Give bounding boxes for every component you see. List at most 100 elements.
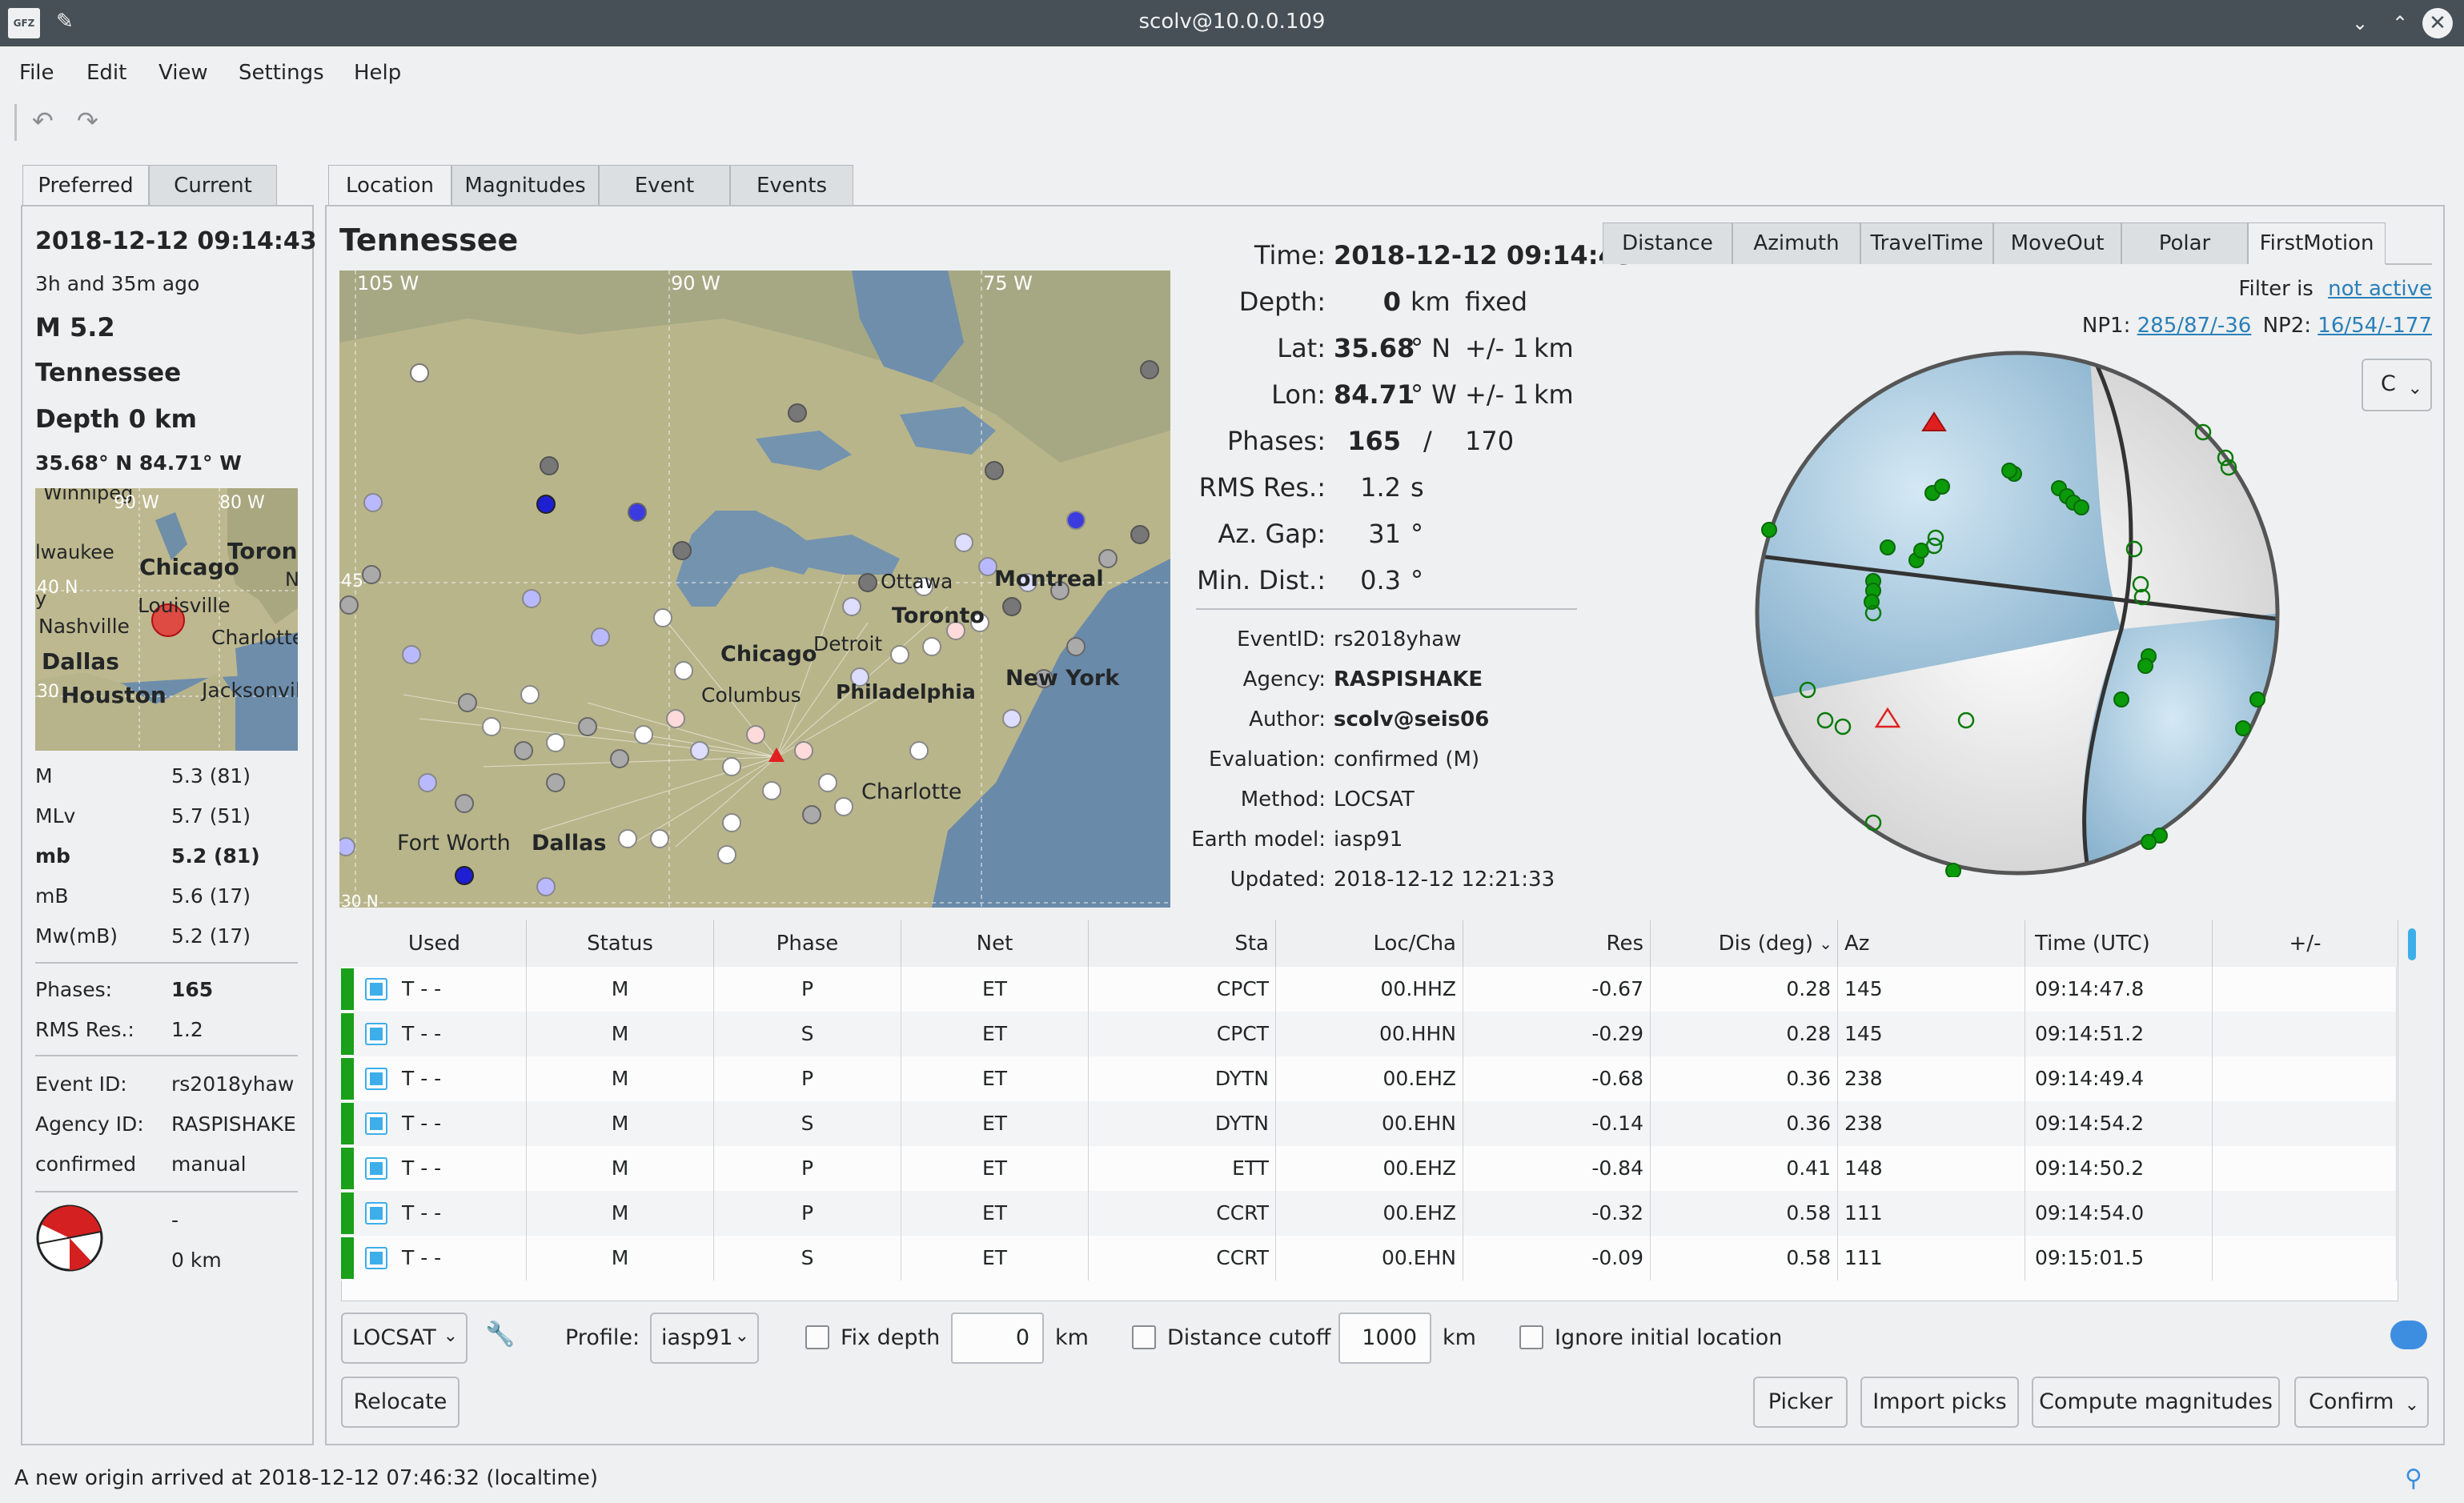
tab-firstmotion[interactable]: FirstMotion — [2248, 222, 2386, 264]
earthmodel-label: Earth model: — [1191, 828, 1326, 852]
used-indicator — [341, 1013, 354, 1055]
depth-input[interactable]: 0 — [951, 1313, 1044, 1364]
table-row[interactable]: T - - M P ET DYTN 00.EHZ -0.68 0.36 238 09:14:49.… — [341, 1056, 2397, 1101]
col-header-res[interactable]: Res — [1463, 920, 1651, 967]
table-row[interactable]: T - - M S ET CCRT 00.EHN -0.09 0.58 111 09:15:01.… — [341, 1236, 2397, 1281]
tab-event[interactable]: Event — [599, 165, 730, 206]
separator — [35, 962, 298, 964]
filter-link[interactable]: not active — [2328, 277, 2432, 301]
menu-bar: File Edit View Settings Help — [0, 50, 2464, 98]
col-header-status[interactable]: Status — [527, 920, 714, 967]
used-checkbox[interactable] — [365, 1202, 387, 1224]
title-bar: GFZ ✎ scolv@10.0.0.109 ⌄ ⌃ ✕ — [0, 0, 2464, 46]
used-checkbox[interactable] — [365, 978, 387, 1000]
tab-location[interactable]: Location — [328, 165, 451, 206]
summary-region: Tennessee — [35, 359, 182, 387]
table-cell: P — [714, 1056, 901, 1101]
fix-depth-checkbox[interactable] — [805, 1325, 829, 1349]
menu-settings[interactable]: Settings — [239, 61, 324, 85]
tab-polar[interactable]: Polar — [2121, 222, 2248, 264]
wrench-icon[interactable]: 🔧 — [485, 1321, 516, 1349]
lon-unit: ° W — [1411, 379, 1457, 410]
picker-button[interactable]: Picker — [1753, 1377, 1848, 1428]
map-city-label: Toronto — [892, 603, 985, 628]
table-cell: S — [714, 1012, 901, 1056]
tab-events[interactable]: Events — [730, 165, 853, 206]
used-checkbox[interactable] — [365, 1068, 387, 1090]
used-checkbox[interactable] — [365, 1023, 387, 1045]
plot-mode-combo[interactable]: C ⌄ — [2362, 359, 2432, 411]
tab-distance[interactable]: Distance — [1603, 222, 1732, 264]
redo-icon[interactable]: ↷ — [77, 106, 98, 136]
summary-coords: 35.68° N 84.71° W — [35, 451, 242, 475]
table-row[interactable]: T - - M S ET CPCT 00.HHN -0.29 0.28 145 09:14:51.… — [341, 1012, 2397, 1056]
used-checkbox[interactable] — [365, 1112, 387, 1135]
col-header-az[interactable]: Az — [1838, 920, 2025, 967]
col-header-used[interactable]: Used — [341, 920, 527, 967]
mini-map-label: 30 — [37, 682, 59, 702]
summary-agency-value: RASPISHAKE — [171, 1112, 296, 1136]
pin-icon[interactable]: ✎ — [56, 10, 74, 34]
minimize-icon[interactable]: ⌄ — [2351, 12, 2369, 34]
menu-edit[interactable]: Edit — [86, 61, 127, 85]
ignore-initial-checkbox[interactable] — [1519, 1325, 1543, 1349]
col-header-phase[interactable]: Phase — [714, 920, 901, 967]
location-map[interactable]: 105 W 90 W 75 W 45 30 N Ottawa Montreal … — [339, 271, 1170, 908]
maximize-icon[interactable]: ⌃ — [2391, 12, 2409, 34]
col-header-time[interactable]: Time (UTC) — [2025, 920, 2213, 967]
tab-moveout[interactable]: MoveOut — [1993, 222, 2121, 264]
eventid-value: rs2018yhaw — [1334, 627, 1462, 651]
np1-link[interactable]: 285/87/-36 — [2137, 314, 2252, 338]
undo-icon[interactable]: ↶ — [32, 106, 54, 136]
map-city-label: Fort Worth — [397, 831, 511, 856]
used-indicator — [341, 1192, 354, 1234]
profile-combo[interactable]: iasp91 ⌄ — [650, 1313, 759, 1364]
lat-label: Lat: — [1277, 333, 1326, 363]
table-cell: -0.84 — [1463, 1146, 1651, 1191]
col-header-sta[interactable]: Sta — [1089, 920, 1276, 967]
col-header-dis[interactable]: Dis (deg) ⌄ — [1651, 920, 1838, 967]
table-row[interactable]: T - - M P ET CPCT 00.HHZ -0.67 0.28 145 09:14:47.… — [341, 967, 2397, 1012]
col-header-net[interactable]: Net — [901, 920, 1089, 967]
compute-magnitudes-button[interactable]: Compute magnitudes — [2032, 1377, 2280, 1428]
close-icon[interactable]: ✕ — [2422, 8, 2453, 38]
relocate-button[interactable]: Relocate — [341, 1377, 459, 1428]
method-combo[interactable]: LOCSAT ⌄ — [341, 1313, 468, 1364]
table-cell: -0.14 — [1463, 1101, 1651, 1146]
table-row[interactable]: T - - M P ET CCRT 00.EHZ -0.32 0.58 111 09:14:54.… — [341, 1191, 2397, 1236]
fix-depth-label: Fix depth — [841, 1325, 941, 1350]
np2-link[interactable]: 16/54/-177 — [2318, 314, 2432, 338]
distance-cutoff-checkbox[interactable] — [1132, 1325, 1156, 1349]
tab-magnitudes[interactable]: Magnitudes — [451, 165, 599, 206]
col-header-locha[interactable]: Loc/Cha — [1276, 920, 1463, 967]
import-picks-button[interactable]: Import picks — [1860, 1377, 2019, 1428]
table-row[interactable]: T - - M S ET DYTN 00.EHN -0.14 0.36 238 09:14:54.… — [341, 1101, 2397, 1146]
mini-map[interactable]: Winnipeg 90 W 80 W lwaukee Chicago Toron… — [35, 488, 298, 751]
cutoff-input[interactable]: 1000 — [1338, 1313, 1431, 1364]
mini-map-label: Toront — [227, 538, 298, 564]
used-checkbox[interactable] — [365, 1247, 387, 1269]
col-header-err[interactable]: +/- — [2213, 920, 2398, 967]
comment-icon[interactable] — [2390, 1321, 2427, 1349]
tab-traveltime[interactable]: TravelTime — [1860, 222, 1993, 264]
separator — [1196, 608, 1577, 610]
table-cell: 00.EHZ — [1276, 1146, 1463, 1191]
menu-view[interactable]: View — [159, 61, 208, 85]
tab-azimuth[interactable]: Azimuth — [1732, 222, 1860, 264]
tab-preferred[interactable]: Preferred — [22, 165, 149, 206]
menu-help[interactable]: Help — [354, 61, 402, 85]
used-checkbox[interactable] — [365, 1157, 387, 1180]
table-row[interactable]: T - - M P ET ETT 00.EHZ -0.84 0.41 148 09:14:50.2 — [341, 1146, 2397, 1191]
confirm-button[interactable]: Confirm ⌄ — [2294, 1377, 2429, 1428]
first-motion-plot[interactable] — [1753, 349, 2281, 877]
np1-label: NP1: — [2081, 314, 2131, 338]
mini-map-label: Dallas — [42, 648, 119, 675]
menu-file[interactable]: File — [19, 61, 54, 85]
scrollbar-handle[interactable] — [2408, 928, 2416, 960]
tab-current[interactable]: Current — [149, 165, 277, 206]
table-cell: 00.HHZ — [1276, 967, 1463, 1012]
table-cell: M — [527, 1146, 714, 1191]
mindist-label: Min. Dist.: — [1197, 565, 1326, 595]
chevron-down-icon: ⌄ — [2407, 379, 2422, 399]
vertical-scrollbar[interactable] — [2405, 920, 2419, 1301]
